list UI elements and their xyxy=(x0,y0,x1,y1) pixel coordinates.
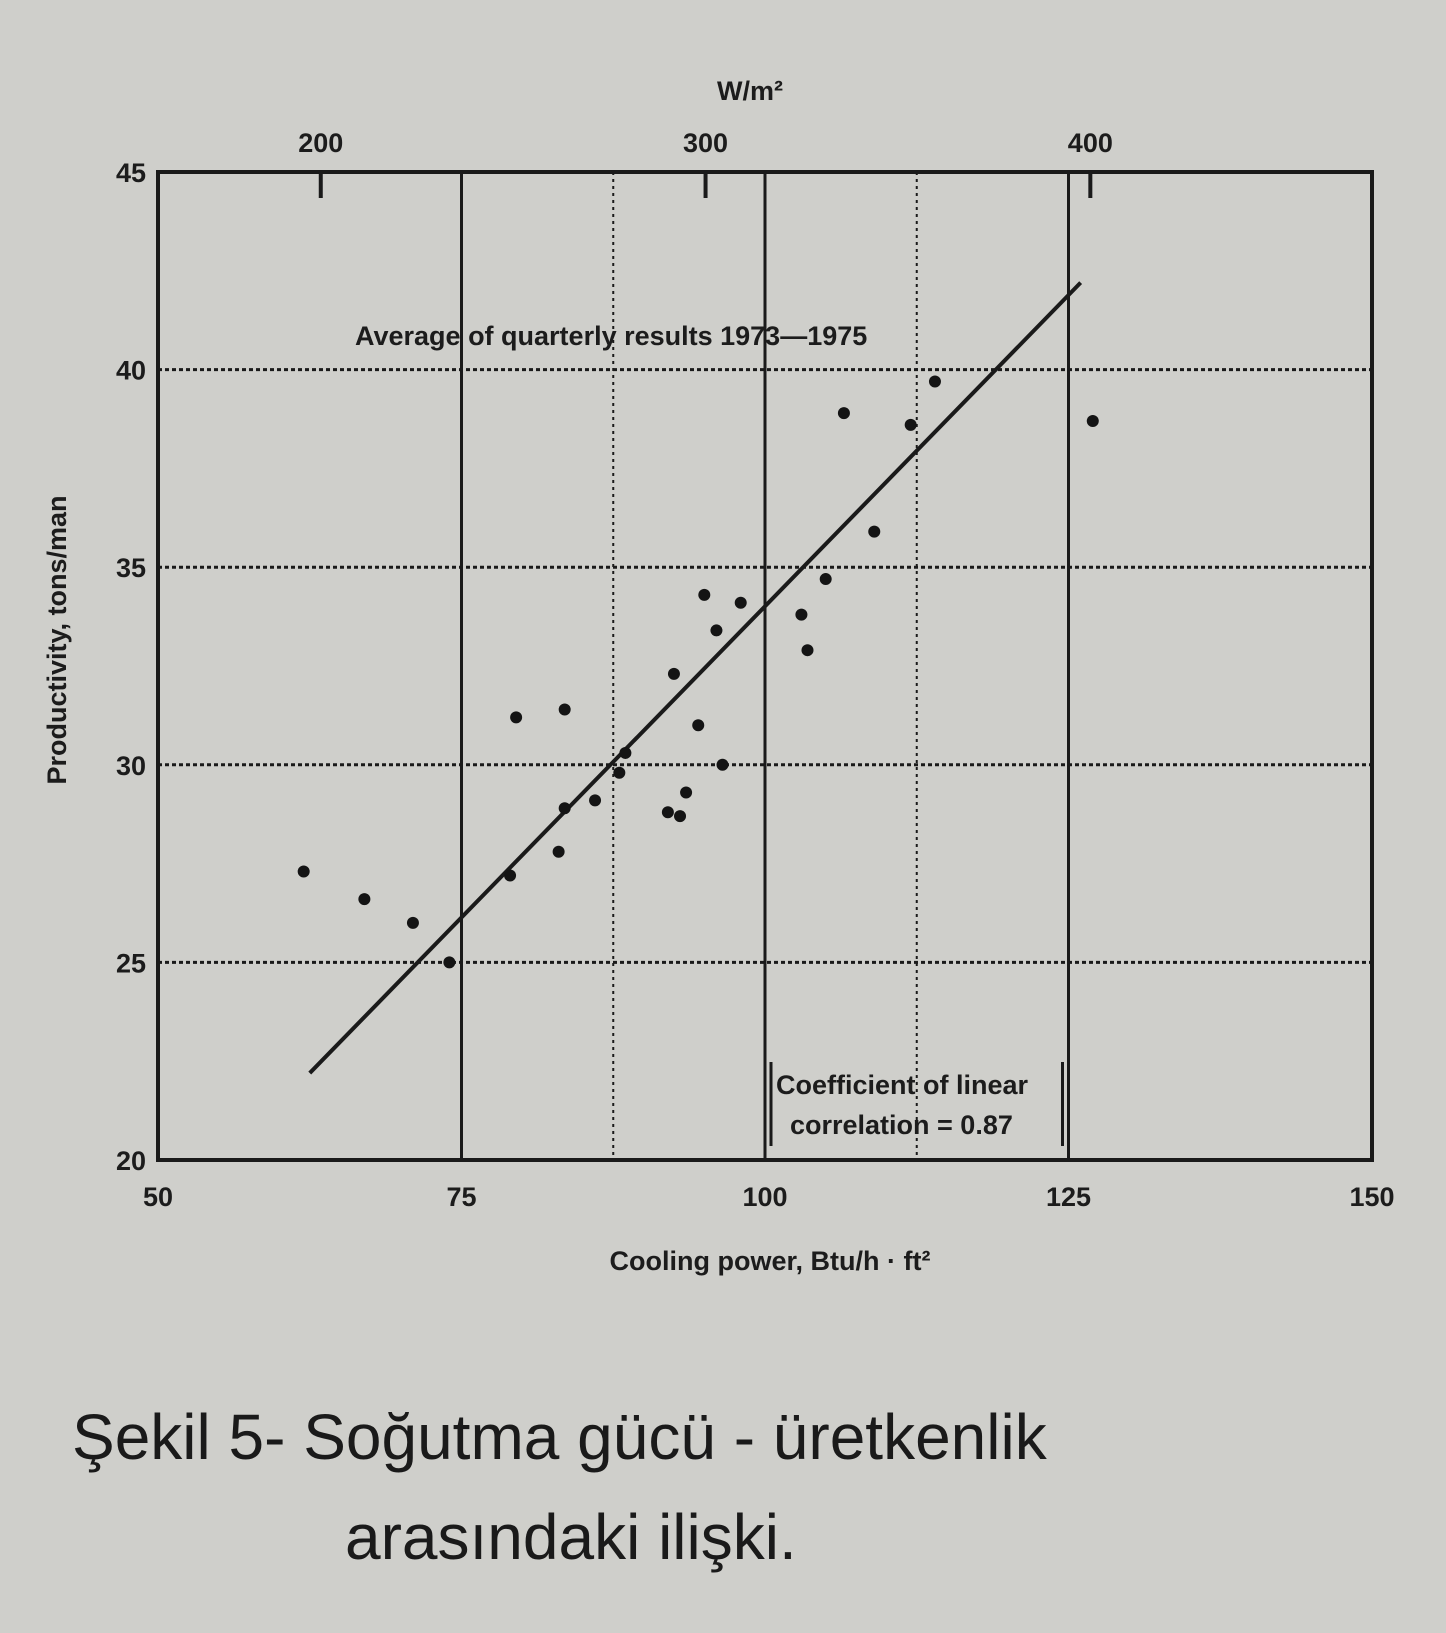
figure-caption-line1: Şekil 5- Soğutma gücü - üretkenlik xyxy=(72,1401,1047,1473)
data-point xyxy=(619,746,632,759)
data-point xyxy=(504,869,517,882)
data-point xyxy=(443,956,456,969)
top-tick-label: 400 xyxy=(1068,128,1113,158)
y-tick-label: 35 xyxy=(116,553,146,583)
data-point xyxy=(552,845,565,858)
data-point xyxy=(698,588,711,601)
data-point xyxy=(667,667,680,680)
grid-lines xyxy=(158,172,1372,1160)
plot-frame xyxy=(156,170,1374,1162)
data-point xyxy=(358,893,371,906)
data-points xyxy=(297,375,1099,969)
y-tick-label: 20 xyxy=(116,1146,146,1176)
x-axis-label: Cooling power, Btu/h · ft² xyxy=(610,1246,931,1276)
regression-line xyxy=(308,281,1083,1075)
data-point xyxy=(837,407,850,420)
data-point xyxy=(661,806,674,819)
data-point xyxy=(613,766,626,779)
x-tick-label: 150 xyxy=(1349,1182,1394,1212)
x-tick-label: 100 xyxy=(742,1182,787,1212)
y-tick-label: 30 xyxy=(116,751,146,781)
scatter-chart: 50 75 100 125 150 20 25 30 35 40 45 200 300 400 Coo… xyxy=(42,76,1395,1276)
y-tick-label: 40 xyxy=(116,356,146,386)
data-point xyxy=(589,794,602,807)
correlation-text-line1: Coefficient of linear xyxy=(776,1070,1029,1100)
correlation-annotation: Coefficient of linear correlation = 0.87 xyxy=(769,1062,1064,1146)
top-axis-ticks: 200 300 400 xyxy=(298,128,1113,198)
data-point xyxy=(692,719,705,732)
y-axis-ticks: 20 25 30 35 40 45 xyxy=(116,158,146,1176)
x-axis-ticks: 50 75 100 125 150 xyxy=(143,1182,1395,1212)
data-point xyxy=(795,608,808,621)
data-point xyxy=(510,711,523,724)
top-axis-label: W/m² xyxy=(717,76,783,106)
data-point xyxy=(904,418,917,431)
data-point xyxy=(406,916,419,929)
y-tick-label: 25 xyxy=(116,948,146,978)
top-tick-label: 300 xyxy=(683,128,728,158)
y-tick-label: 45 xyxy=(116,158,146,188)
data-point xyxy=(1086,414,1099,427)
data-point xyxy=(710,624,723,637)
y-axis-label: Productivity, tons/man xyxy=(42,495,72,784)
figure-caption-line2: arasındaki ilişki. xyxy=(345,1501,797,1573)
data-point xyxy=(558,703,571,716)
correlation-text-line2: correlation = 0.87 xyxy=(790,1110,1013,1140)
data-point xyxy=(928,375,941,388)
x-tick-label: 125 xyxy=(1046,1182,1091,1212)
data-point xyxy=(801,644,814,657)
top-tick-label: 200 xyxy=(298,128,343,158)
data-point xyxy=(734,596,747,609)
chart-annotation-title: Average of quarterly results 1973—1975 xyxy=(355,321,867,351)
x-tick-label: 50 xyxy=(143,1182,173,1212)
data-point xyxy=(819,573,832,586)
x-tick-label: 75 xyxy=(446,1182,476,1212)
data-point xyxy=(680,786,693,799)
data-point xyxy=(868,525,881,538)
data-point xyxy=(297,865,310,878)
data-point xyxy=(716,758,729,771)
data-point xyxy=(558,802,571,815)
data-point xyxy=(674,810,687,823)
